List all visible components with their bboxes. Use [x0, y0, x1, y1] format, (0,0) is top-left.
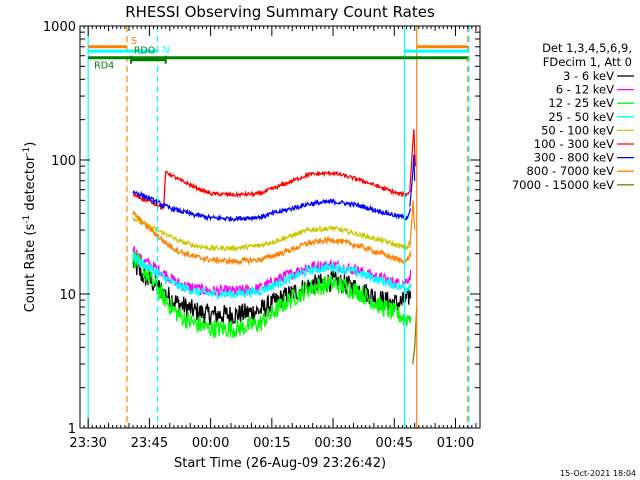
series-line — [132, 190, 412, 223]
y-label-main: Count Rate (s — [23, 224, 38, 313]
y-tick-label: 1000 — [43, 20, 76, 35]
x-tick-label: 01:00 — [437, 436, 474, 451]
legend-label: 6 - 12 keV — [556, 83, 614, 97]
series-line — [132, 253, 412, 300]
flag-label: RD4 — [94, 61, 114, 72]
legend-label: 7000 - 15000 keV — [512, 178, 614, 192]
axes-layer — [79, 25, 481, 429]
flag-layer: S N RDO RD4 — [87, 26, 470, 428]
y-tick-label: 10 — [59, 288, 76, 303]
y-label-sup1: -1 — [22, 215, 32, 224]
legend-label: 3 - 6 keV — [563, 69, 614, 83]
x-tick-label: 23:45 — [131, 436, 168, 451]
series-line — [132, 170, 412, 211]
x-tick-label: 00:45 — [376, 436, 413, 451]
x-tick-label: 00:15 — [253, 436, 290, 451]
series-layer — [132, 129, 418, 365]
footer-date: 15-Oct-2021 18:04 — [560, 469, 636, 478]
y-label-sup2: -1 — [22, 147, 32, 156]
y-label-mid: detector — [23, 155, 38, 215]
series-spike — [409, 200, 416, 249]
legend-label: 300 - 800 keV — [534, 151, 614, 165]
legend-label: 25 - 50 keV — [548, 110, 614, 124]
series-line — [132, 209, 412, 266]
flag-label: S — [131, 36, 137, 47]
series-line — [412, 306, 418, 365]
text-layer: RHESSI Observing Summary Count Rates Sta… — [22, 3, 636, 478]
x-axis-label: Start Time (26-Aug-09 23:26:42) — [174, 456, 386, 471]
flag-label: N — [163, 45, 170, 56]
series-spike — [409, 154, 416, 207]
flag-label: RDO — [134, 46, 155, 57]
chart-title: RHESSI Observing Summary Count Rates — [125, 3, 435, 21]
plot-frame — [79, 25, 481, 429]
legend-label: 800 - 7000 keV — [526, 164, 614, 178]
legend-header-line1: Det 1,3,4,5,6,9, — [542, 41, 632, 55]
y-tick-label: 1 — [68, 422, 76, 437]
legend-label: 12 - 25 keV — [548, 96, 614, 110]
x-tick-label: 00:30 — [314, 436, 351, 451]
legend-label: 100 - 300 keV — [534, 137, 614, 151]
series-spike — [409, 129, 417, 190]
series-line — [132, 250, 412, 339]
y-axis-label: Count Rate (s-1 detector-1) — [22, 142, 38, 313]
x-tick-label: 00:00 — [192, 436, 229, 451]
series-line — [132, 217, 412, 252]
legend-label: 50 - 100 keV — [541, 123, 614, 137]
legend-header-line2: FDecim 1, Att 0 — [543, 55, 632, 69]
x-tick-label: 23:30 — [69, 436, 106, 451]
y-label-end: ) — [23, 142, 38, 147]
y-tick-label: 100 — [51, 154, 76, 169]
